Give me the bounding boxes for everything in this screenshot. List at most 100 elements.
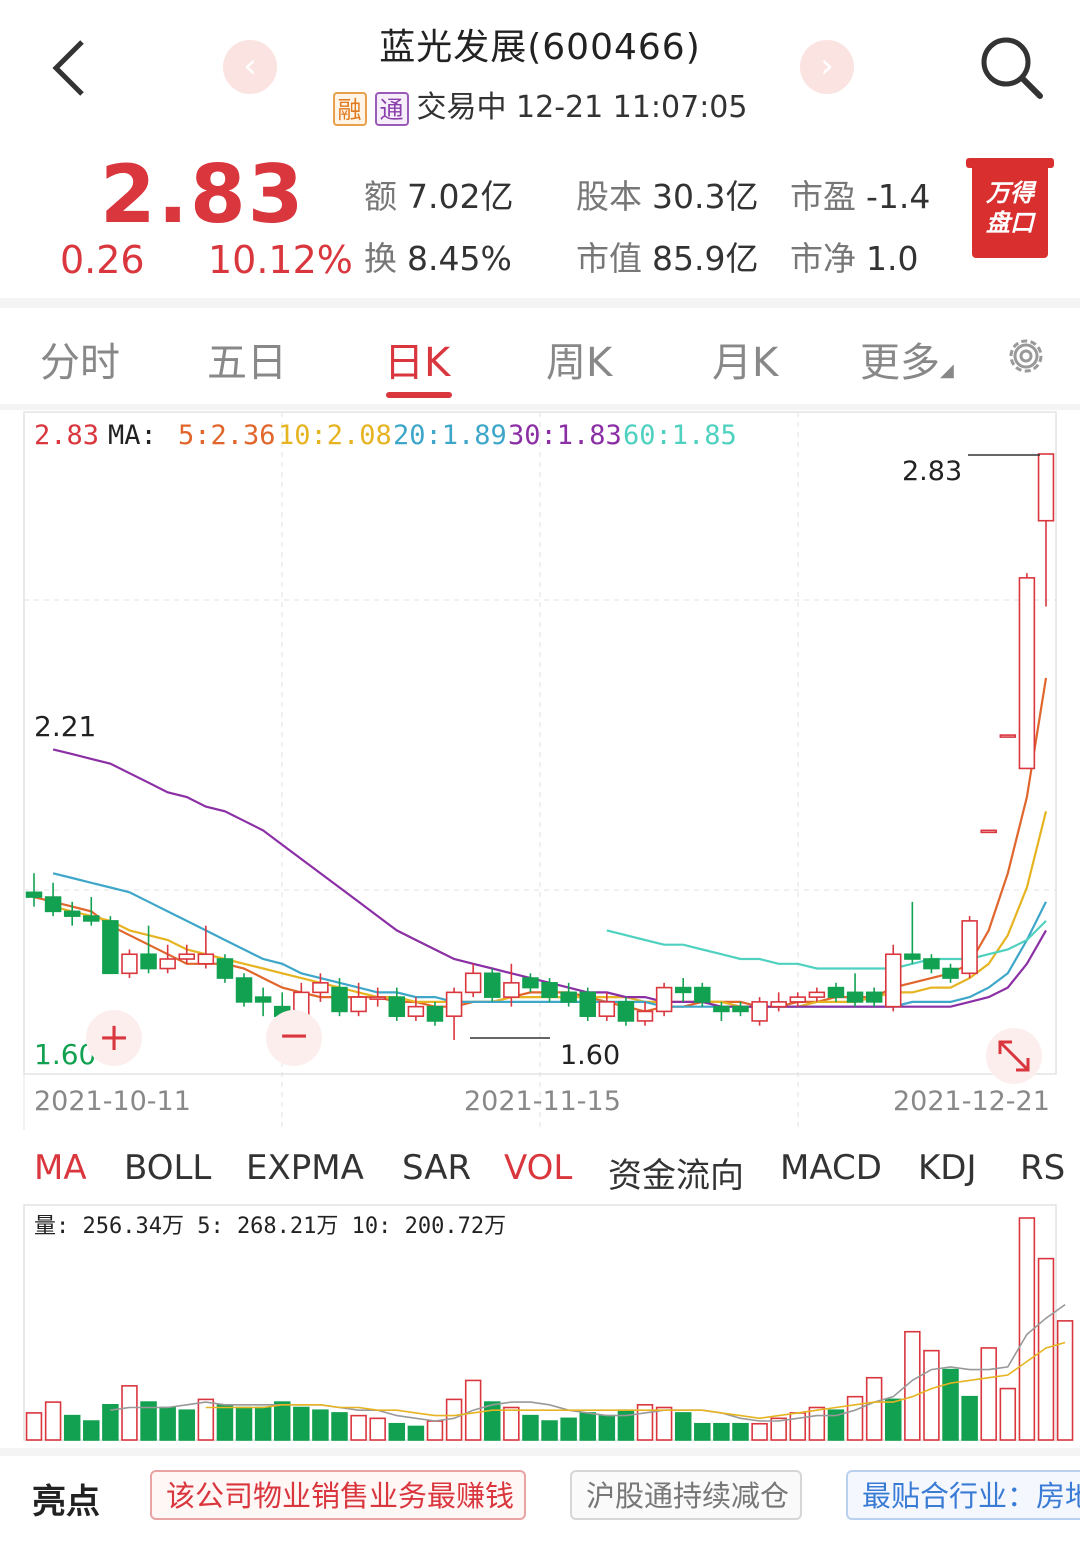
volume-bar-down (178, 1409, 196, 1441)
volume-bar-up (426, 1420, 444, 1441)
volume-bar-down (140, 1401, 157, 1441)
volume-bar-down (713, 1422, 730, 1441)
candle-up (961, 920, 978, 975)
volume-bar-up (25, 1412, 43, 1441)
candle-down (560, 991, 577, 1003)
indicator-kdj[interactable]: KDJ (918, 1148, 977, 1188)
candle-up (636, 1010, 654, 1022)
kline-chart[interactable]: 2.83 MA: 5:2.36 10:2.08 20:1.89 30:1.83 … (0, 410, 1080, 1450)
indicator-expma[interactable]: EXPMA (246, 1148, 364, 1188)
volume-bar-down (598, 1414, 616, 1441)
candle-down (522, 977, 539, 989)
axis-low-label: 1.60 (34, 1038, 96, 1071)
indicator-macd[interactable]: MACD (780, 1148, 882, 1188)
legend-ma30: 30:1.83 (508, 420, 622, 451)
highlight-chip-1[interactable]: 该公司物业销售业务最赚钱 (150, 1470, 526, 1520)
candlesticks (25, 453, 1055, 1040)
volume-panel-border (23, 1204, 1057, 1441)
volume-bar-down (674, 1412, 692, 1441)
divider (0, 298, 1080, 308)
legend-price: 2.83 (34, 420, 99, 451)
trading-status: 交易中 12-21 11:07:05 (416, 90, 748, 125)
volume-bar-down (541, 1420, 558, 1441)
prev-stock-icon[interactable]: ‹ (223, 40, 277, 94)
zoom-out-icon[interactable]: − (278, 1013, 310, 1057)
volume-bar-down (273, 1401, 291, 1441)
candle-up (789, 996, 807, 1003)
candle-up (178, 953, 196, 960)
tab-five-day[interactable]: 五日 (207, 340, 287, 386)
volume-bar-up (923, 1349, 940, 1441)
vol_ma5-line (110, 1303, 1066, 1422)
zoom-in-icon[interactable]: + (98, 1015, 130, 1059)
candle-up (121, 953, 138, 975)
tab-daily-k[interactable]: 日K (384, 340, 451, 386)
indicator-rsi[interactable]: RS (1020, 1148, 1066, 1188)
highlight-chip-2[interactable]: 沪股通持续减仓 (570, 1470, 802, 1520)
tab-weekly-k[interactable]: 周K (546, 340, 613, 386)
candle-down (617, 1001, 635, 1022)
volume-bar-up (655, 1406, 673, 1441)
pe-ratio: 市盈 -1.4 (790, 177, 931, 216)
volume-bar-up (751, 1422, 768, 1441)
candle-up (369, 996, 386, 1000)
indicator-ma[interactable]: MA (34, 1148, 87, 1188)
search-icon[interactable] (978, 34, 1044, 104)
candle-up (445, 991, 463, 1017)
margin-trading-badge: 融 (332, 91, 367, 126)
tab-monthly-k[interactable]: 月K (712, 340, 779, 386)
candle-down (923, 958, 940, 970)
volume-bar-down (827, 1409, 845, 1441)
indicator-vol[interactable]: VOL (504, 1148, 573, 1188)
candle-down (674, 986, 692, 994)
candle-down (426, 1005, 444, 1022)
candle-up (770, 1001, 787, 1008)
tab-more[interactable]: 更多◢ (860, 330, 954, 388)
back-arrow-icon[interactable] (48, 36, 88, 111)
highlight-chip-3[interactable]: 最贴合行业：房地 (846, 1470, 1080, 1520)
next-stock-icon[interactable]: › (800, 40, 854, 94)
candle-down (63, 910, 81, 917)
price-change-percent: 10.12% (208, 238, 353, 282)
legend-ma60: 60:1.85 (623, 420, 737, 451)
share-capital: 股本 30.3亿 (576, 177, 759, 216)
candle-down (254, 996, 272, 1003)
candle-up (598, 1001, 616, 1017)
wande-orderbook-button[interactable]: 万得 盘口 (966, 158, 1054, 258)
fullscreen-expand-icon[interactable] (998, 1040, 1030, 1072)
indicator-sar[interactable]: SAR (402, 1148, 472, 1188)
date-label-mid: 2021-11-15 (464, 1086, 621, 1117)
axis-high-label: 2.21 (34, 710, 96, 743)
candle-down (846, 991, 864, 1003)
zoom-out-bg (266, 1010, 322, 1066)
volume-bar-down (884, 1398, 902, 1441)
volume-bar-down (331, 1412, 348, 1441)
turnover-rate: 换 8.45% (364, 239, 512, 278)
volume-bar-down (732, 1422, 749, 1441)
volume-bar-down (254, 1406, 272, 1441)
candle-up (503, 982, 520, 998)
tab-intraday[interactable]: 分时 (40, 340, 120, 386)
volume-bar-down (293, 1406, 310, 1441)
wande-line2: 盘口 (986, 209, 1034, 237)
price-change: 0.26 (60, 238, 145, 282)
indicator-boll[interactable]: BOLL (124, 1148, 212, 1188)
tab-more-label: 更多 (860, 340, 940, 386)
volume-bar-up (846, 1395, 864, 1441)
divider (0, 1448, 1080, 1456)
volume-bar-up (1056, 1320, 1074, 1441)
candle-up (980, 829, 997, 834)
settings-gear-icon[interactable] (1004, 334, 1048, 382)
candle-up (1037, 453, 1055, 522)
candle-down (235, 977, 253, 1003)
volume-bar-down (961, 1395, 978, 1441)
candle-up (159, 958, 176, 970)
indicator-fund-flow[interactable]: 资金流向 (608, 1156, 744, 1196)
legend-ma-label: MA: (108, 420, 157, 451)
volume-legend: 量: 256.34万 5: 268.21万 10: 200.72万 (34, 1214, 506, 1239)
volume-ma-lines (110, 1303, 1066, 1422)
volume-bar-down (63, 1414, 81, 1441)
candle-up (808, 991, 826, 998)
candle-down (388, 996, 406, 1017)
max-price-marker: 2.83 (902, 456, 962, 487)
